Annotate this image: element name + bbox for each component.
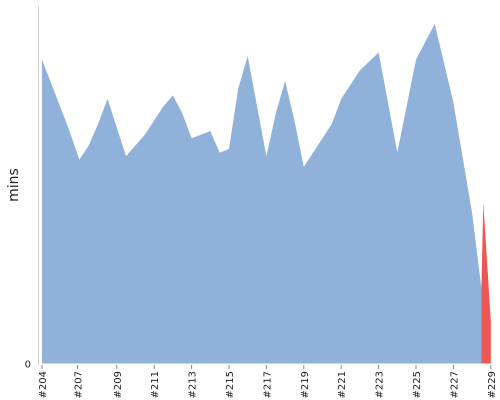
x-tick-label: #211 xyxy=(150,371,161,398)
area-series-2 xyxy=(481,202,491,364)
plot-area xyxy=(42,23,491,364)
x-axis-ticks: #204 #207 #209 #211 #213 #215 #217 #219 #221 #223… xyxy=(38,365,498,398)
y-axis-ticks: 0 xyxy=(25,360,31,371)
x-tick-label: #215 xyxy=(225,371,236,398)
x-tick-label: #204 xyxy=(38,371,49,398)
y-axis-title: mins xyxy=(6,168,22,202)
y-tick-label: 0 xyxy=(25,360,31,371)
x-tick-label: #227 xyxy=(449,371,460,398)
x-tick-label: #213 xyxy=(188,371,199,398)
x-tick-label: #221 xyxy=(337,371,348,398)
x-tick-label: #219 xyxy=(300,371,311,398)
x-tick-label: #229 xyxy=(487,371,498,398)
area-series-1 xyxy=(42,23,491,364)
x-tick-label: #223 xyxy=(375,371,386,398)
x-tick-label: #217 xyxy=(262,371,273,398)
x-tick-label: #207 xyxy=(74,371,85,398)
x-tick-label: #209 xyxy=(113,371,124,398)
x-tick-label: #225 xyxy=(412,371,423,398)
